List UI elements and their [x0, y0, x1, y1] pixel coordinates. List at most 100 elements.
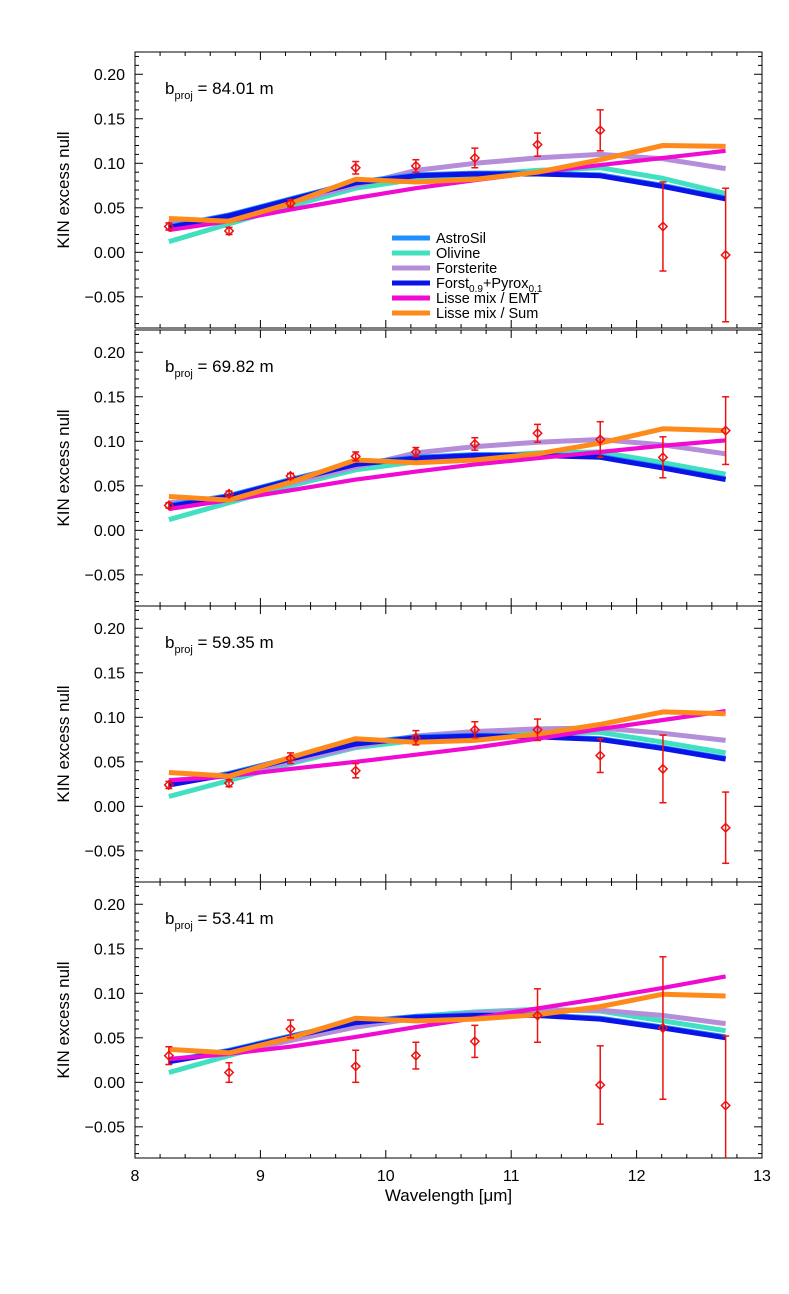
y-axis-label: KIN excess null [54, 685, 73, 802]
x-tick-label: 13 [753, 1168, 771, 1185]
data-point [469, 152, 481, 164]
legend-label-sub: 0.1 [528, 284, 542, 295]
panel-label-sub: proj [174, 368, 192, 380]
panel-label-sub: proj [174, 90, 192, 102]
y-tick-label: 0.10 [94, 710, 125, 727]
x-tick-label: 8 [131, 1168, 140, 1185]
data-point [720, 425, 731, 436]
legend-label: Olivine [436, 246, 480, 262]
data-point [532, 139, 543, 150]
data-point [285, 198, 296, 209]
series-line-forst-pyrox [168, 453, 727, 509]
data-point [163, 221, 175, 232]
panel-label-prefix: b [165, 357, 174, 376]
data-point [163, 500, 175, 511]
curves [168, 426, 727, 523]
y-tick-label: 0.20 [94, 67, 125, 84]
y-tick-label: 0.10 [94, 156, 125, 173]
y-tick-label: 0.20 [94, 621, 125, 638]
y-tick-label: 0.00 [94, 523, 125, 540]
legend-label: Forsterite [436, 261, 497, 277]
panel-4: −0.05 0.00 0.05 0.10 0.15 0.20 KIN excess null… [54, 881, 763, 1159]
data-point [594, 125, 606, 136]
y-tick-label: −0.05 [85, 567, 126, 584]
data-point [223, 1067, 235, 1078]
series-line-lisse-emt [168, 438, 726, 512]
x-tick-label: 10 [377, 1168, 395, 1185]
data-point [410, 446, 422, 458]
data-point [410, 160, 422, 172]
x-tick-label: 9 [256, 1168, 265, 1185]
y-tick-label: 0.15 [94, 941, 125, 958]
legend-label: Forst0.9+Pyrox0.1 [436, 276, 543, 295]
y-tick-label: −0.05 [85, 289, 126, 306]
data-point [720, 249, 731, 261]
panel-1: −0.05 0.00 0.05 0.10 0.15 0.20 KIN excess null… [54, 51, 763, 329]
legend-label-sub: 0.9 [469, 284, 483, 295]
panel-2: −0.05 0.00 0.05 0.10 0.15 0.20 KIN excess null… [54, 329, 763, 607]
data-point [163, 779, 175, 791]
data-points [163, 718, 731, 865]
legend-label: Lisse mix / EMT [436, 291, 539, 307]
y-tick-label: 0.05 [94, 1030, 125, 1047]
y-tick-label: 0.15 [94, 389, 125, 406]
y-tick-label: 0.05 [94, 200, 125, 217]
data-points [163, 396, 731, 511]
data-points [163, 956, 731, 1158]
legend-label-mid: +Pyrox [483, 276, 529, 292]
data-point [410, 732, 422, 744]
y-tick-label: 0.00 [94, 1075, 125, 1092]
data-point [657, 452, 669, 463]
legend-label-text: Lisse mix / EMT [436, 291, 539, 307]
data-point [720, 1100, 731, 1111]
x-tick-label: 11 [503, 1168, 520, 1185]
panel-label: bproj = 84.01 m [165, 79, 274, 102]
y-tick-label: 0.10 [94, 434, 125, 451]
data-points [163, 109, 731, 323]
legend: AstroSilOlivineForsteriteForst0.9+Pyrox0… [392, 231, 543, 322]
series-line-lisse-sum [168, 426, 726, 503]
data-point [285, 470, 296, 482]
series-line-lisse-sum [168, 143, 726, 224]
x-axis-label: Wavelength [μm] [385, 1186, 512, 1205]
y-axis-label: KIN excess null [54, 131, 73, 248]
panel-label-prefix: b [165, 909, 174, 928]
data-point [410, 1050, 422, 1061]
y-tick-label: 0.10 [94, 986, 125, 1003]
data-point [285, 752, 296, 764]
panel-label-sub: proj [174, 920, 192, 932]
series-line-lisse-emt [168, 148, 726, 233]
legend-label-text: AstroSil [436, 231, 486, 247]
data-point [532, 724, 543, 736]
data-point [657, 1022, 669, 1034]
data-point [350, 162, 361, 174]
data-point [469, 1036, 481, 1047]
y-tick-label: 0.15 [94, 665, 125, 682]
data-point [594, 1079, 606, 1091]
data-point [350, 451, 361, 462]
y-tick-label: 0.20 [94, 897, 125, 914]
panel-label: bproj = 59.35 m [165, 633, 274, 656]
y-tick-label: −0.05 [85, 843, 126, 860]
curves [168, 709, 727, 799]
data-point [657, 221, 669, 232]
y-tick-label: 0.05 [94, 754, 125, 771]
data-point [350, 765, 361, 776]
legend-label-text: Olivine [436, 246, 480, 262]
y-tick-label: −0.05 [85, 1119, 126, 1136]
data-point [223, 777, 235, 789]
data-point [223, 488, 235, 500]
y-tick-label: 0.20 [94, 345, 125, 362]
curves [168, 974, 726, 1075]
panel-label-prefix: b [165, 633, 174, 652]
panel-label: bproj = 53.41 m [165, 909, 274, 932]
panel-label-prefix: b [165, 79, 174, 98]
panel-label-value: = 59.35 m [193, 633, 274, 652]
y-tick-label: 0.00 [94, 245, 125, 262]
curves [168, 143, 727, 244]
series-line-lisse-sum [168, 991, 726, 1056]
legend-label-text: Lisse mix / Sum [436, 306, 538, 322]
legend-label-text: Forst [436, 276, 469, 292]
y-tick-label: 0.00 [94, 799, 125, 816]
